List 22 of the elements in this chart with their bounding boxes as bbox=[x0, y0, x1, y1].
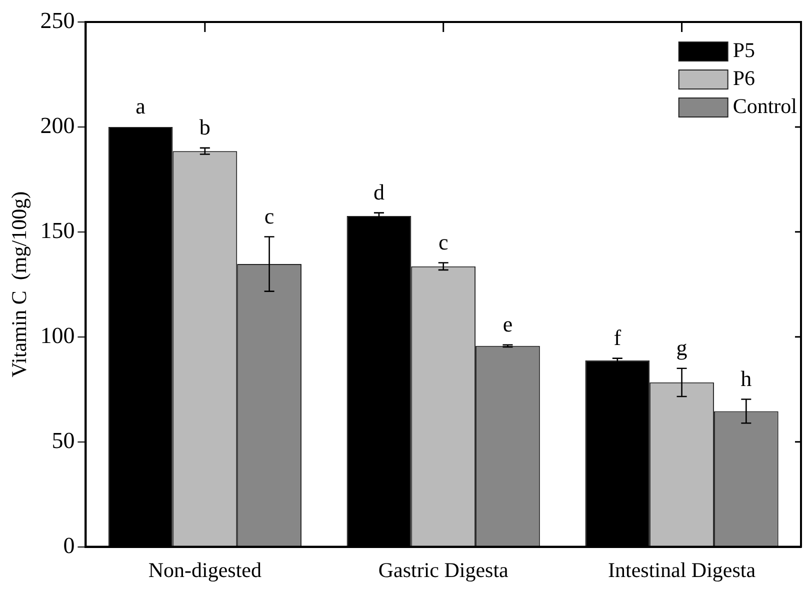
data-label: g bbox=[676, 335, 688, 360]
legend-label: P5 bbox=[732, 38, 756, 62]
y-tick-label: 50 bbox=[52, 428, 75, 453]
y-tick-label: 200 bbox=[40, 113, 75, 138]
x-tick-label: Gastric Digesta bbox=[378, 558, 510, 582]
y-tick-label: 0 bbox=[63, 532, 75, 558]
data-label: b bbox=[199, 114, 210, 140]
x-tick-label: Non-digested bbox=[148, 558, 262, 582]
data-label: f bbox=[614, 325, 622, 350]
data-label: d bbox=[373, 180, 384, 205]
y-axis-title: Vitamin C (mg/100g) bbox=[7, 191, 32, 378]
data-label: h bbox=[740, 366, 752, 392]
y-tick-label: 250 bbox=[40, 8, 75, 34]
data-label: e bbox=[502, 312, 513, 337]
data-label: c bbox=[264, 204, 274, 229]
x-tick-label: Intestinal Digesta bbox=[608, 558, 756, 582]
y-tick-label: 100 bbox=[40, 322, 75, 348]
legend-label: Control bbox=[732, 94, 798, 118]
data-label: a bbox=[136, 94, 146, 119]
legend-label: P6 bbox=[732, 66, 756, 90]
data-label: c bbox=[438, 230, 448, 255]
y-tick-label: 150 bbox=[40, 218, 75, 243]
